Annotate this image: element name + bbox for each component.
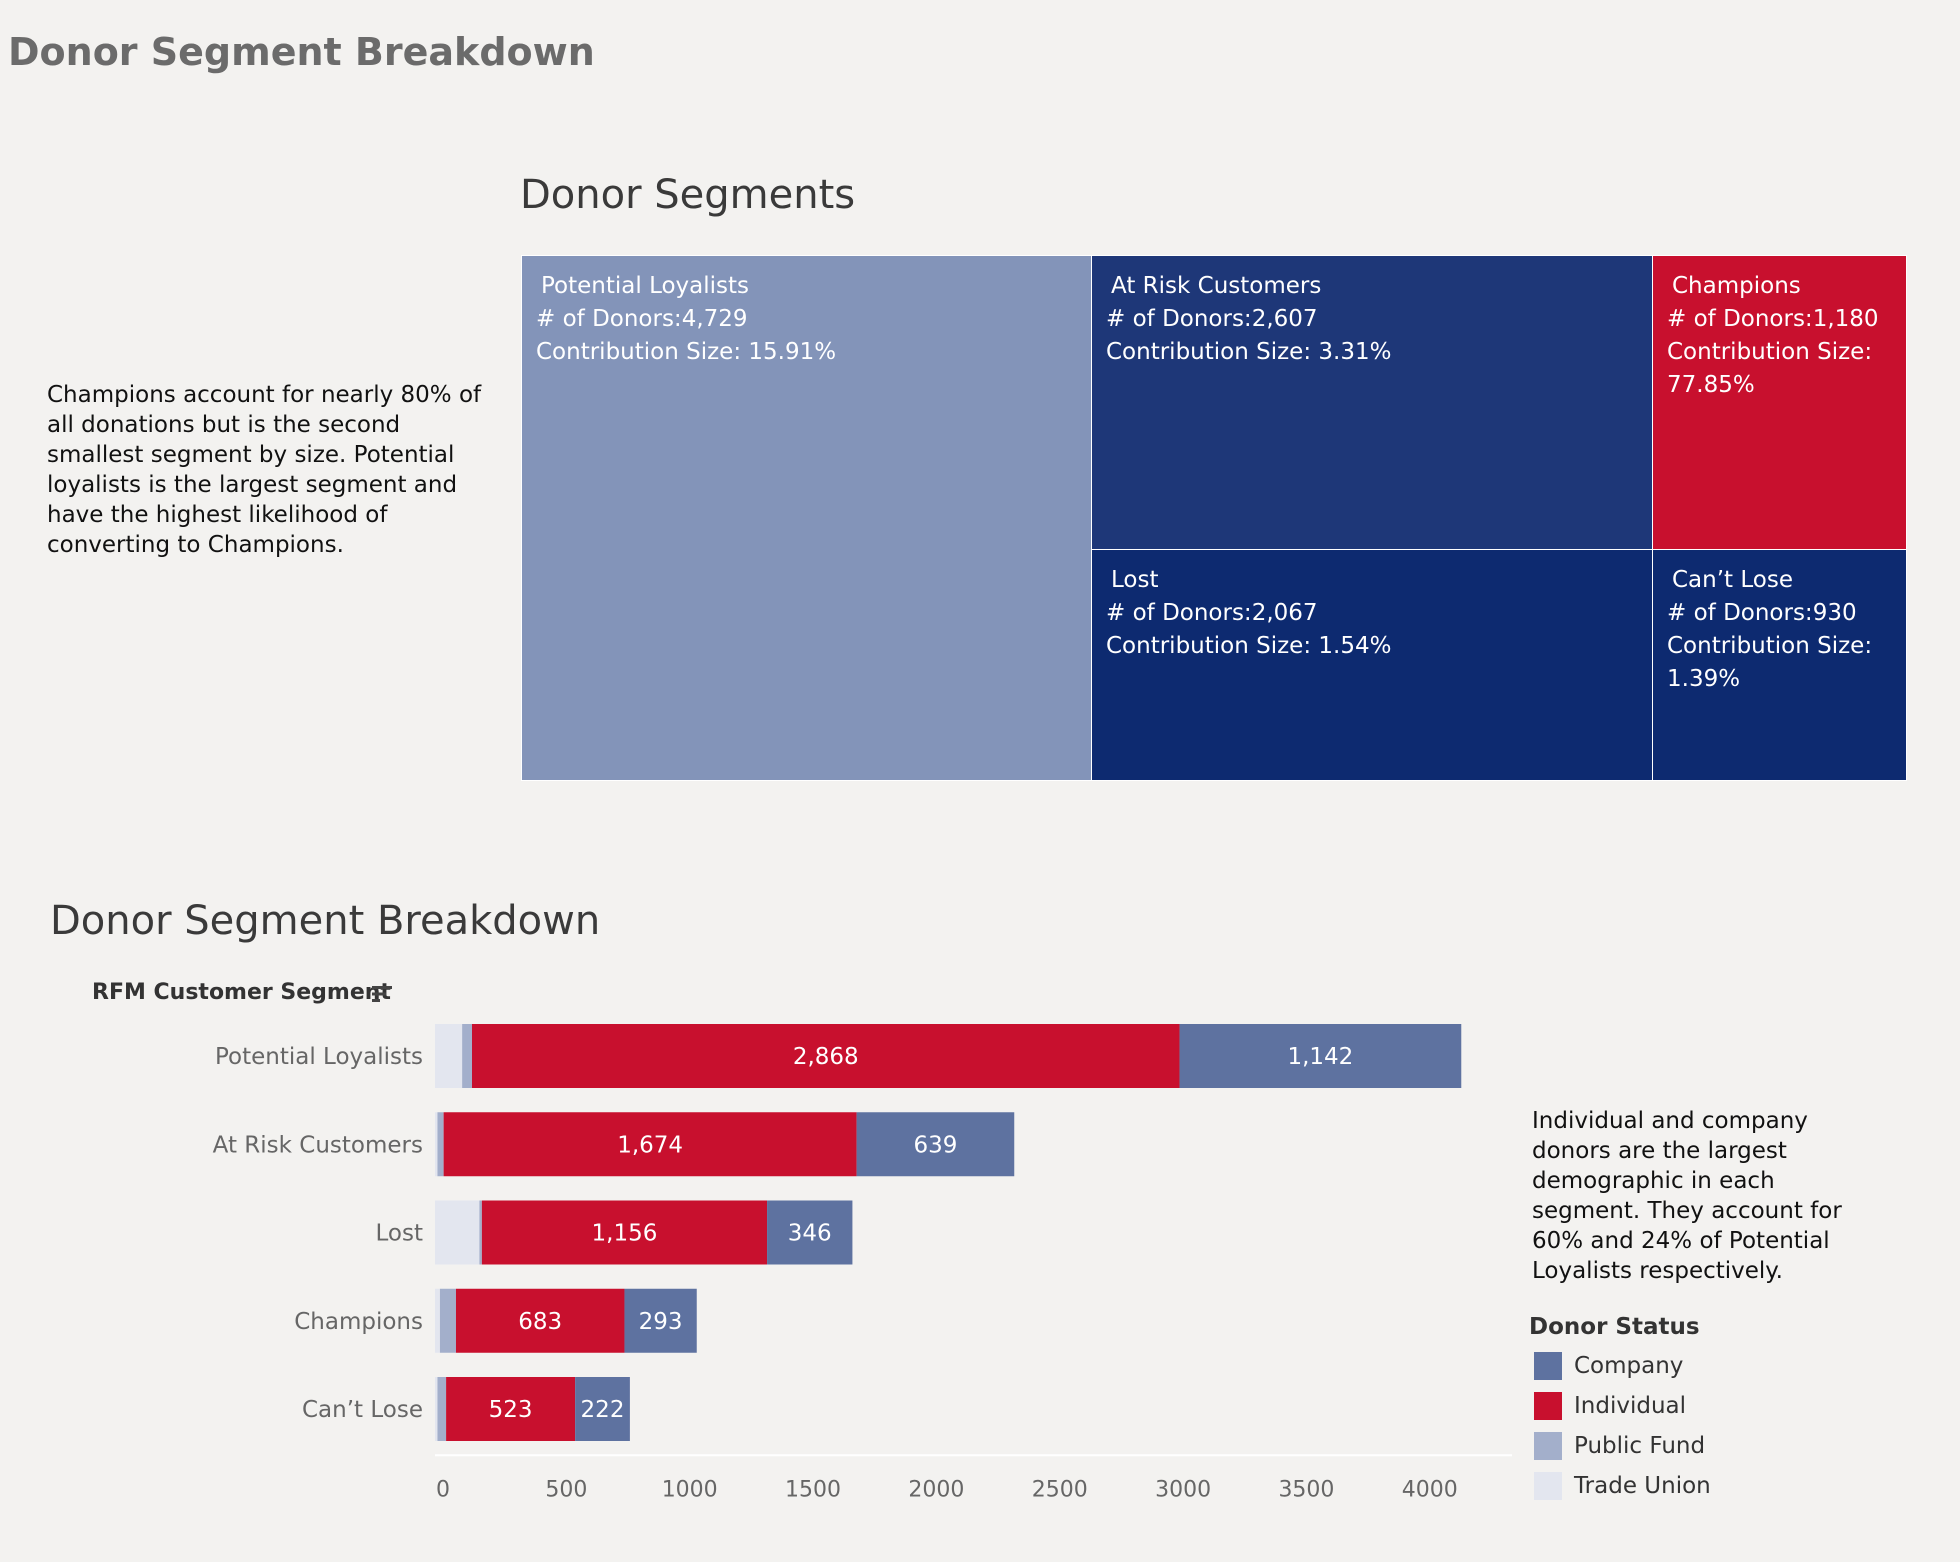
data-label: 2,868	[793, 1044, 859, 1070]
data-label: 639	[913, 1132, 957, 1158]
treemap-tile-cant-lose[interactable]: Can’t Lose # of Donors:930 Contribution …	[1652, 549, 1907, 781]
legend-swatch	[1534, 1472, 1562, 1500]
stacked-bar-chart: Potential Loyalists 2,868 1,142 At Risk Cus…	[213, 1024, 1512, 1502]
category-label: Lost	[376, 1221, 423, 1247]
bar-segment[interactable]	[446, 1377, 576, 1441]
bar-segment[interactable]	[439, 1288, 456, 1353]
treemap-tile-lost[interactable]: Lost # of Donors:2,067 Contribution Size…	[1091, 549, 1653, 781]
legend-swatch	[1534, 1392, 1562, 1420]
bar-segment[interactable]	[1179, 1024, 1462, 1088]
x-tick-label: 1500	[785, 1477, 841, 1502]
legend-label: Company	[1574, 1353, 1684, 1379]
category-label: At Risk Customers	[213, 1132, 423, 1158]
legend-title: Donor Status	[1529, 1314, 1700, 1340]
left-annotation: Champions account for nearly 80% of all …	[47, 382, 482, 558]
tile-name: Can’t Lose	[1672, 567, 1793, 593]
tile-contribution: Contribution Size: 1.54%	[1106, 633, 1392, 659]
data-label: 222	[581, 1397, 625, 1423]
bar-segment[interactable]	[443, 1112, 857, 1177]
x-tick-label: 3000	[1155, 1477, 1211, 1502]
data-label: 523	[489, 1397, 533, 1423]
bar-segment[interactable]	[455, 1288, 625, 1353]
tile-name: Lost	[1111, 567, 1159, 593]
treemap-tile-at-risk-customers[interactable]: At Risk Customers # of Donors:2,607 Cont…	[1091, 255, 1653, 550]
tile-contribution: Contribution Size: 1.39%	[1667, 633, 1873, 692]
bar-segment[interactable]	[479, 1200, 482, 1265]
x-tick-label: 3500	[1278, 1477, 1334, 1502]
bar-segment[interactable]	[624, 1288, 697, 1353]
bar-segment[interactable]	[435, 1377, 438, 1441]
tile-donors: # of Donors:2,607	[1106, 306, 1318, 332]
bar-segment[interactable]	[437, 1377, 447, 1441]
data-label: 1,142	[1287, 1044, 1353, 1070]
treemap: Potential Loyalists # of Donors:4,729 Co…	[521, 255, 1907, 781]
tile-name: Potential Loyalists	[541, 273, 750, 299]
treemap-tile-champions[interactable]: Champions # of Donors:1,180 Contribution…	[1652, 255, 1907, 550]
data-label: 346	[788, 1221, 832, 1247]
data-label: 1,156	[592, 1221, 658, 1247]
bar-segment[interactable]	[472, 1024, 1180, 1088]
tile-contribution: Contribution Size: 15.91%	[536, 339, 837, 365]
legend-label: Public Fund	[1574, 1433, 1706, 1459]
dashboard-title: Donor Segment Breakdown	[8, 30, 595, 74]
tile-donors: # of Donors:2,067	[1106, 600, 1318, 626]
tile-name: At Risk Customers	[1111, 273, 1322, 299]
bar-segment[interactable]	[435, 1200, 480, 1265]
x-tick-label: 1000	[662, 1477, 718, 1502]
category-label: Champions	[294, 1309, 423, 1335]
data-label: 1,674	[617, 1132, 683, 1158]
bar-segment[interactable]	[767, 1200, 853, 1265]
x-tick-label: 500	[545, 1477, 587, 1502]
bar-segment[interactable]	[435, 1024, 463, 1088]
bar-segment[interactable]	[462, 1024, 473, 1088]
data-label: 683	[518, 1309, 562, 1335]
legend-label: Individual	[1574, 1393, 1687, 1419]
tile-contribution: Contribution Size: 77.85%	[1667, 339, 1873, 398]
segment-axis-header: RFM Customer Segment	[92, 980, 391, 1005]
bar-segment[interactable]	[856, 1112, 1015, 1177]
bar-chart-title: Donor Segment Breakdown	[50, 898, 601, 944]
bar-segment[interactable]	[437, 1112, 444, 1177]
data-label: 293	[639, 1309, 683, 1335]
tile-donors: # of Donors:930	[1667, 600, 1857, 626]
treemap-tile-potential-loyalists[interactable]: Potential Loyalists # of Donors:4,729 Co…	[521, 255, 1092, 781]
tile-donors: # of Donors:1,180	[1667, 306, 1879, 332]
bar-segment[interactable]	[435, 1112, 438, 1177]
legend-label: Trade Union	[1574, 1473, 1711, 1499]
bar-segment[interactable]	[435, 1288, 440, 1353]
tile-donors: # of Donors:4,729	[536, 306, 748, 332]
right-annotation: Individual and company donors are the la…	[1532, 1108, 1842, 1284]
sort-icon[interactable]	[372, 984, 392, 1004]
x-tick-label: 2000	[908, 1477, 964, 1502]
x-tick-label: 4000	[1402, 1477, 1458, 1502]
bar-segment[interactable]	[481, 1200, 768, 1265]
tile-contribution: Contribution Size: 3.31%	[1106, 339, 1392, 365]
x-tick-label: 0	[436, 1477, 450, 1502]
category-label: Can’t Lose	[302, 1397, 423, 1423]
category-label: Potential Loyalists	[215, 1044, 423, 1070]
legend-swatch	[1534, 1352, 1562, 1380]
tile-name: Champions	[1672, 273, 1801, 299]
legend-swatch	[1534, 1432, 1562, 1460]
bar-segment[interactable]	[575, 1377, 630, 1441]
treemap-title: Donor Segments	[520, 172, 856, 218]
x-tick-label: 2500	[1032, 1477, 1088, 1502]
